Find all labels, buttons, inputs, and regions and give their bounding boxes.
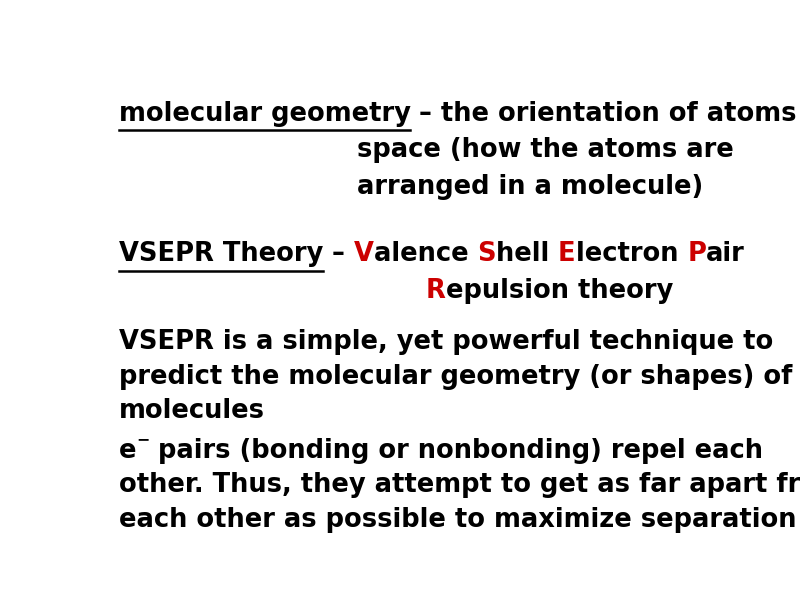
Text: P: P	[687, 241, 706, 268]
Text: hell: hell	[496, 241, 558, 268]
Text: molecular geometry: molecular geometry	[118, 101, 410, 127]
Text: each other as possible to maximize separation: each other as possible to maximize separ…	[118, 507, 796, 533]
Text: E: E	[558, 241, 576, 268]
Text: –: –	[323, 241, 354, 268]
Text: R: R	[426, 278, 446, 304]
Text: alence: alence	[374, 241, 478, 268]
Text: air: air	[706, 241, 745, 268]
Text: V: V	[354, 241, 374, 268]
Text: epulsion theory: epulsion theory	[446, 278, 673, 304]
Text: space (how the atoms are: space (how the atoms are	[358, 137, 734, 163]
Text: VSEPR Theory: VSEPR Theory	[118, 241, 323, 268]
Text: −: −	[136, 432, 150, 447]
Text: lectron: lectron	[576, 241, 687, 268]
Text: predict the molecular geometry (or shapes) of: predict the molecular geometry (or shape…	[118, 364, 792, 390]
Text: molecules: molecules	[118, 398, 265, 425]
Text: other. Thus, they attempt to get as far apart from: other. Thus, they attempt to get as far …	[118, 472, 800, 499]
Text: – the orientation of atoms in: – the orientation of atoms in	[410, 101, 800, 127]
Text: S: S	[478, 241, 496, 268]
Text: VSEPR is a simple, yet powerful technique to: VSEPR is a simple, yet powerful techniqu…	[118, 329, 773, 355]
Text: arranged in a molecule): arranged in a molecule)	[358, 175, 703, 200]
Text: e: e	[118, 438, 136, 464]
Text: pairs (bonding or nonbonding) repel each: pairs (bonding or nonbonding) repel each	[150, 438, 763, 464]
